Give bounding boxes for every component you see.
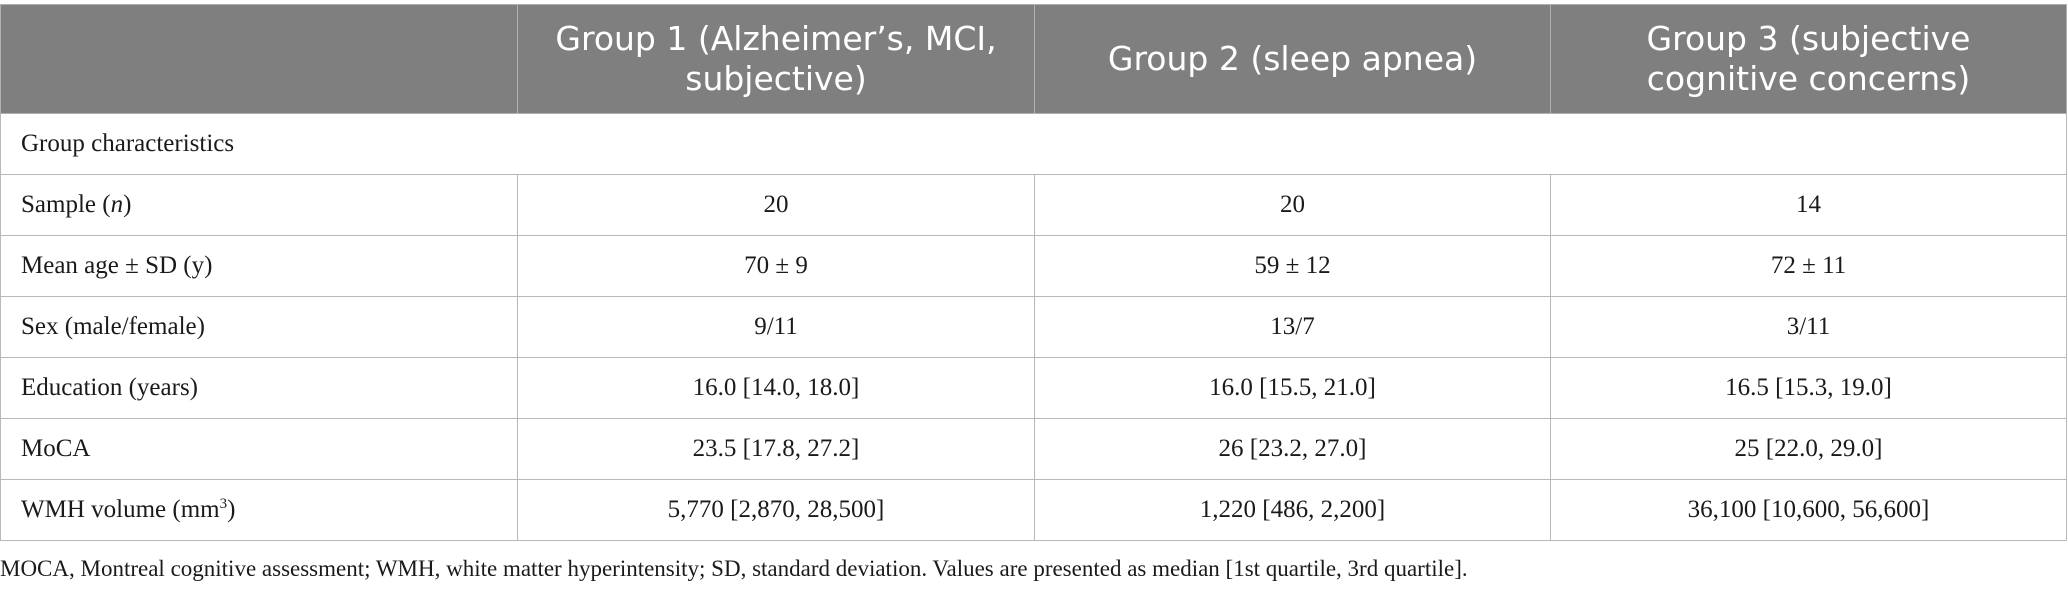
table-row-sample: Sample (n) 20 20 14	[0, 174, 2067, 236]
characteristics-table-container: Group 1 (Alzheimer’s, MCI, subjective) G…	[0, 4, 2067, 541]
row-label-text-end: )	[123, 191, 132, 218]
header-empty	[0, 4, 518, 114]
table-cell: 16.0 [14.0, 18.0]	[517, 357, 1035, 419]
table-cell: 72 ± 11	[1550, 235, 2067, 297]
table-cell: 3/11	[1550, 296, 2067, 358]
table-cell: 20	[1034, 174, 1551, 236]
table-row-age: Mean age ± SD (y) 70 ± 9 59 ± 12 72 ± 11	[0, 235, 2067, 297]
table-cell: 1,220 [486, 2,200]	[1034, 479, 1551, 541]
table-cell: 14	[1550, 174, 2067, 236]
table-cell: 5,770 [2,870, 28,500]	[517, 479, 1035, 541]
table-row-moca: MoCA 23.5 [17.8, 27.2] 26 [23.2, 27.0] 2…	[0, 418, 2067, 480]
row-label: WMH volume (mm3)	[0, 479, 518, 541]
table-cell: 70 ± 9	[517, 235, 1035, 297]
row-label: Sex (male/female)	[0, 296, 518, 358]
table-row-sex: Sex (male/female) 9/11 13/7 3/11	[0, 296, 2067, 358]
table-cell: 16.5 [15.3, 19.0]	[1550, 357, 2067, 419]
table-cell: 13/7	[1034, 296, 1551, 358]
row-label-text: Sample (	[21, 191, 111, 218]
table-cell: 25 [22.0, 29.0]	[1550, 418, 2067, 480]
section-row: Group characteristics	[0, 113, 2067, 175]
table-cell: 26 [23.2, 27.0]	[1034, 418, 1551, 480]
header-group-3: Group 3 (subjective cognitive concerns)	[1550, 4, 2067, 114]
table-body: Group characteristics Sample (n) 20 20 1…	[0, 113, 2067, 541]
table-footnote: MOCA, Montreal cognitive assessment; WMH…	[0, 556, 1468, 581]
table-cell: 9/11	[517, 296, 1035, 358]
characteristics-table: Group 1 (Alzheimer’s, MCI, subjective) G…	[0, 4, 2067, 541]
table-cell: 59 ± 12	[1034, 235, 1551, 297]
row-label: Education (years)	[0, 357, 518, 419]
table-cell: 36,100 [10,600, 56,600]	[1550, 479, 2067, 541]
table-row-wmh: WMH volume (mm3) 5,770 [2,870, 28,500] 1…	[0, 479, 2067, 541]
row-label: Mean age ± SD (y)	[0, 235, 518, 297]
row-label-superscript: 3	[219, 496, 228, 512]
table-cell: 23.5 [17.8, 27.2]	[517, 418, 1035, 480]
table-header: Group 1 (Alzheimer’s, MCI, subjective) G…	[0, 4, 2067, 114]
table-cell: 16.0 [15.5, 21.0]	[1034, 357, 1551, 419]
header-row: Group 1 (Alzheimer’s, MCI, subjective) G…	[0, 4, 2067, 114]
row-label-italic: n	[110, 191, 124, 218]
row-label: Sample (n)	[0, 174, 518, 236]
section-label: Group characteristics	[0, 113, 2067, 175]
row-label-text: WMH volume (mm	[21, 496, 220, 523]
table-row-education: Education (years) 16.0 [14.0, 18.0] 16.0…	[0, 357, 2067, 419]
header-group-2: Group 2 (sleep apnea)	[1034, 4, 1551, 114]
row-label: MoCA	[0, 418, 518, 480]
row-label-text-end: )	[227, 496, 236, 523]
table-cell: 20	[517, 174, 1035, 236]
header-group-1: Group 1 (Alzheimer’s, MCI, subjective)	[517, 4, 1035, 114]
